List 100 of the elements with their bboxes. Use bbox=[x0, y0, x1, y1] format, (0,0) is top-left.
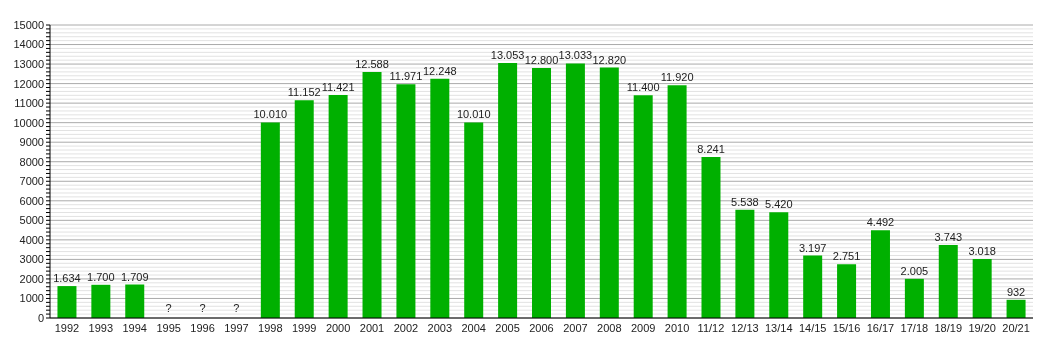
data-label: 8.241 bbox=[697, 143, 725, 156]
data-label: 1.709 bbox=[120, 270, 149, 283]
bar bbox=[904, 278, 924, 318]
data-label: 13.033 bbox=[558, 49, 593, 62]
y-tick-label: 8000 bbox=[19, 155, 44, 168]
data-label: 4.492 bbox=[866, 216, 895, 229]
y-tick-label: 3000 bbox=[19, 253, 44, 266]
bar bbox=[769, 212, 789, 318]
data-label: 3.018 bbox=[968, 245, 996, 258]
bar bbox=[972, 259, 992, 318]
data-label: 3.743 bbox=[934, 230, 963, 243]
x-tick-label: 1996 bbox=[190, 322, 215, 334]
x-tick-label: 18/19 bbox=[934, 322, 963, 334]
bar bbox=[260, 122, 280, 318]
data-label: 2.005 bbox=[900, 264, 929, 277]
text: ? bbox=[199, 302, 206, 314]
data-label: 5.420 bbox=[765, 198, 793, 211]
data-label: 12.588 bbox=[355, 58, 389, 71]
x-tick-label: 1998 bbox=[258, 322, 283, 334]
x-tick-label: 13/14 bbox=[765, 322, 793, 334]
data-label: 10.010 bbox=[253, 108, 288, 121]
bar bbox=[735, 209, 755, 318]
data-label: 12.820 bbox=[592, 53, 627, 66]
data-label: 3.197 bbox=[798, 241, 827, 254]
y-tick-label: 9000 bbox=[19, 136, 44, 149]
bar bbox=[599, 67, 619, 318]
data-label: 11.152 bbox=[287, 86, 321, 99]
bar bbox=[498, 63, 518, 318]
bar bbox=[803, 255, 823, 318]
x-tick-label: 11/12 bbox=[697, 322, 725, 334]
y-tick-label: 13000 bbox=[13, 57, 44, 70]
data-label: 13.053 bbox=[490, 49, 525, 62]
bar bbox=[294, 100, 314, 318]
bar bbox=[532, 67, 552, 318]
y-tick-label: 1000 bbox=[19, 292, 44, 305]
x-tick-label: 2002 bbox=[393, 322, 419, 334]
y-tick-label: 10000 bbox=[13, 116, 44, 129]
bar bbox=[328, 94, 348, 318]
bar bbox=[667, 85, 687, 318]
y-tick-label: 14000 bbox=[13, 38, 44, 51]
x-tick-label: 2007 bbox=[563, 322, 588, 334]
data-label: 2.751 bbox=[832, 250, 861, 263]
data-label: 11.971 bbox=[389, 70, 423, 83]
data-label: 10.010 bbox=[456, 108, 491, 121]
data-label: 932 bbox=[1006, 285, 1026, 298]
data-label: 11.920 bbox=[660, 71, 694, 84]
x-tick-label: 2004 bbox=[461, 322, 486, 334]
x-tick-label: 17/18 bbox=[900, 322, 929, 334]
x-tick-label: 16/17 bbox=[866, 322, 895, 334]
x-tick-label: 19/20 bbox=[968, 322, 996, 334]
y-tick-label: 15000 bbox=[13, 18, 44, 31]
data-label: 12.248 bbox=[422, 64, 457, 77]
x-tick-label: 2010 bbox=[664, 322, 690, 334]
x-tick-label: 1999 bbox=[291, 322, 317, 334]
x-tick-label: 1994 bbox=[122, 322, 147, 334]
x-tick-label: 2009 bbox=[630, 322, 656, 334]
y-tick-label: 11000 bbox=[14, 97, 44, 110]
text: ? bbox=[233, 302, 240, 314]
x-tick-label: 2008 bbox=[597, 322, 622, 334]
x-tick-label: 1997 bbox=[224, 322, 249, 334]
data-label: 1.700 bbox=[87, 270, 115, 283]
bar bbox=[701, 157, 721, 318]
bar bbox=[430, 78, 450, 318]
bar bbox=[464, 122, 484, 318]
bar bbox=[57, 286, 77, 318]
bar bbox=[396, 84, 416, 318]
bar bbox=[870, 230, 890, 318]
x-tick-label: 2000 bbox=[325, 322, 351, 334]
x-tick-label: 1993 bbox=[88, 322, 114, 334]
x-tick-label: 2005 bbox=[495, 322, 520, 334]
y-tick-label: 2000 bbox=[19, 272, 44, 285]
x-tick-label: 2001 bbox=[359, 322, 385, 334]
y-tick-label: 5000 bbox=[19, 214, 44, 227]
bar bbox=[938, 244, 958, 318]
bar bbox=[125, 284, 145, 318]
x-tick-label: 14/15 bbox=[798, 322, 827, 334]
y-tick-label: 0 bbox=[37, 311, 44, 324]
text: ? bbox=[165, 302, 172, 314]
bar bbox=[565, 63, 585, 318]
data-label: 11.400 bbox=[626, 81, 660, 94]
y-tick-label: 6000 bbox=[19, 194, 44, 207]
data-label: 5.538 bbox=[731, 195, 759, 208]
y-tick-label: 12000 bbox=[13, 77, 44, 90]
x-tick-label: 1992 bbox=[54, 322, 80, 334]
x-tick-label: 12/13 bbox=[731, 322, 759, 334]
data-label: 12.800 bbox=[524, 53, 559, 66]
bar bbox=[633, 95, 653, 318]
y-tick-label: 7000 bbox=[19, 175, 44, 188]
bar bbox=[837, 264, 857, 318]
y-tick-label: 4000 bbox=[19, 233, 44, 246]
x-tick-label: 1995 bbox=[156, 322, 181, 334]
x-tick-label: 20/21 bbox=[1002, 322, 1030, 334]
bar bbox=[362, 72, 382, 318]
x-tick-label: 2006 bbox=[529, 322, 554, 334]
data-label: 1.634 bbox=[53, 272, 81, 285]
x-tick-label: 15/16 bbox=[832, 322, 861, 334]
bar bbox=[1006, 299, 1026, 318]
x-tick-label: 2003 bbox=[427, 322, 453, 334]
data-label: 11.421 bbox=[321, 80, 355, 93]
bar bbox=[91, 284, 111, 318]
